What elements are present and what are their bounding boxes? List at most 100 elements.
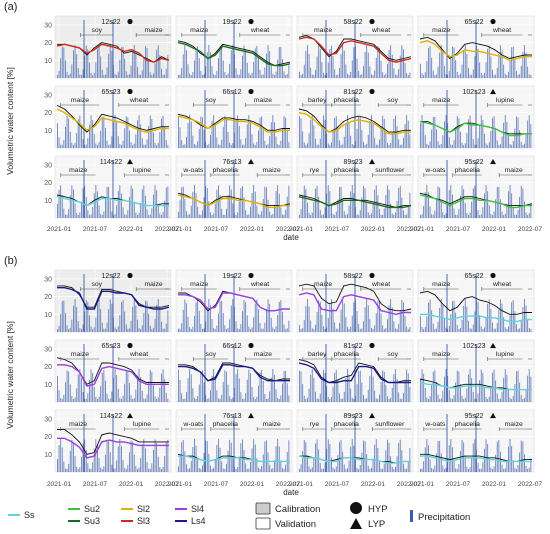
precipitation-bar	[250, 120, 251, 148]
precipitation-bar	[286, 130, 288, 148]
precipitation-bar	[267, 45, 269, 78]
precipitation-bar	[503, 317, 505, 332]
precipitation-bar	[227, 327, 229, 332]
precipitation-bar	[495, 127, 497, 148]
precipitation-bar	[79, 212, 81, 218]
precipitation-bar	[154, 63, 156, 78]
precipitation-bar	[506, 460, 508, 472]
y-tick-label: 10	[44, 382, 52, 389]
precipitation-bar	[208, 201, 210, 218]
precipitation-bar	[210, 212, 211, 218]
precipitation-bar	[254, 303, 256, 332]
precipitation-bars	[57, 439, 169, 472]
precipitation-bar	[253, 317, 255, 332]
precipitation-bar	[79, 115, 81, 148]
precipitation-bar	[308, 306, 310, 332]
hyp-marker	[248, 272, 254, 279]
lyp-legend-marker	[350, 518, 362, 529]
precipitation-bar	[178, 328, 179, 332]
precipitation-bar	[98, 458, 100, 472]
precipitation-bar	[259, 117, 261, 148]
precipitation-bar	[511, 446, 513, 472]
x-tick-label: 2022-01	[361, 481, 386, 488]
precipitation-bar	[208, 398, 210, 402]
precipitation-bar	[232, 299, 234, 332]
precipitation-bar	[106, 322, 108, 332]
precipitation-bar	[84, 185, 86, 218]
precipitation-bar	[246, 379, 248, 402]
precipitation-bar	[453, 395, 455, 402]
precipitation-bar	[105, 380, 106, 402]
precipitation-bar	[347, 369, 348, 402]
lyp-marker	[369, 158, 375, 165]
hyp-marker	[369, 18, 375, 25]
precipitation-bar	[222, 126, 224, 148]
x-tick-label: 2022-07	[155, 226, 180, 233]
precipitation-bar	[448, 190, 450, 218]
precipitation-bar	[238, 456, 240, 472]
precipitation-bar	[272, 369, 274, 402]
precipitation-bar	[452, 46, 453, 78]
precipitation-bar	[68, 463, 70, 472]
precipitation-bar	[106, 186, 108, 218]
precipitation-bar	[363, 394, 364, 402]
precipitation-bar	[391, 387, 393, 402]
legend-label-su2: Su2	[84, 504, 100, 514]
precipitation-bar	[116, 122, 118, 148]
precipitation-bar	[164, 126, 166, 148]
precipitation-bar	[327, 185, 329, 218]
precipitation-bar	[179, 74, 181, 78]
precipitation-bar	[482, 207, 484, 218]
precipitation-bar	[182, 54, 184, 78]
precipitation-bar	[111, 464, 113, 472]
precipitation-bar	[482, 462, 484, 472]
precipitation-bar	[87, 393, 89, 402]
x-tick-label: 2022-01	[119, 226, 144, 233]
precipitation-bar	[242, 144, 243, 148]
precipitation-bar	[503, 122, 505, 148]
precipitation-bar	[137, 214, 138, 218]
precipitation-bar	[393, 214, 395, 218]
precipitation-bar	[460, 328, 461, 332]
precipitation-bar	[124, 383, 126, 402]
precipitation-bar	[310, 320, 312, 332]
precipitation-bar	[216, 70, 218, 78]
precipitation-bar	[311, 74, 313, 78]
precipitation-bar	[348, 460, 350, 472]
precipitation-bar	[431, 310, 433, 332]
crop-label: maize	[314, 281, 332, 288]
precipitation-bar	[355, 459, 356, 472]
crop-label: phacelia	[334, 421, 360, 428]
precipitation-bar	[432, 468, 434, 472]
precipitation-bar	[230, 50, 232, 78]
precipitation-bar	[129, 452, 130, 472]
precipitation-bar	[361, 129, 363, 148]
precipitation-bar	[420, 378, 421, 402]
crop-label: maize	[432, 281, 450, 288]
precipitation-bar	[307, 143, 308, 148]
precipitation-bar	[426, 143, 428, 148]
site-label: 58s22	[343, 273, 362, 280]
precipitation-bar	[68, 74, 70, 78]
precipitation-bar	[496, 393, 498, 402]
precipitation-bar	[116, 74, 118, 78]
precipitation-bar	[350, 71, 352, 78]
precipitation-bar	[65, 126, 66, 148]
precipitation-bar	[266, 398, 267, 402]
precipitation-bar	[455, 127, 457, 148]
precipitation-bar	[458, 371, 460, 402]
site-label: 89s23	[343, 159, 362, 166]
precipitation-bar	[130, 320, 132, 332]
precipitation-bar	[165, 187, 167, 218]
site-label: 65s22	[464, 273, 483, 280]
precipitation-bar	[490, 130, 492, 148]
precipitation-bar	[340, 309, 342, 332]
precipitation-bar	[474, 144, 476, 148]
y-axis-title: Volumetric water content [%]	[5, 321, 15, 429]
precipitation-bar	[230, 189, 232, 218]
precipitation-bar	[68, 118, 70, 148]
precipitation-bar	[251, 386, 253, 402]
precipitation-bar	[146, 301, 148, 332]
precipitation-bar	[493, 116, 495, 148]
precipitation-bar	[211, 319, 213, 332]
